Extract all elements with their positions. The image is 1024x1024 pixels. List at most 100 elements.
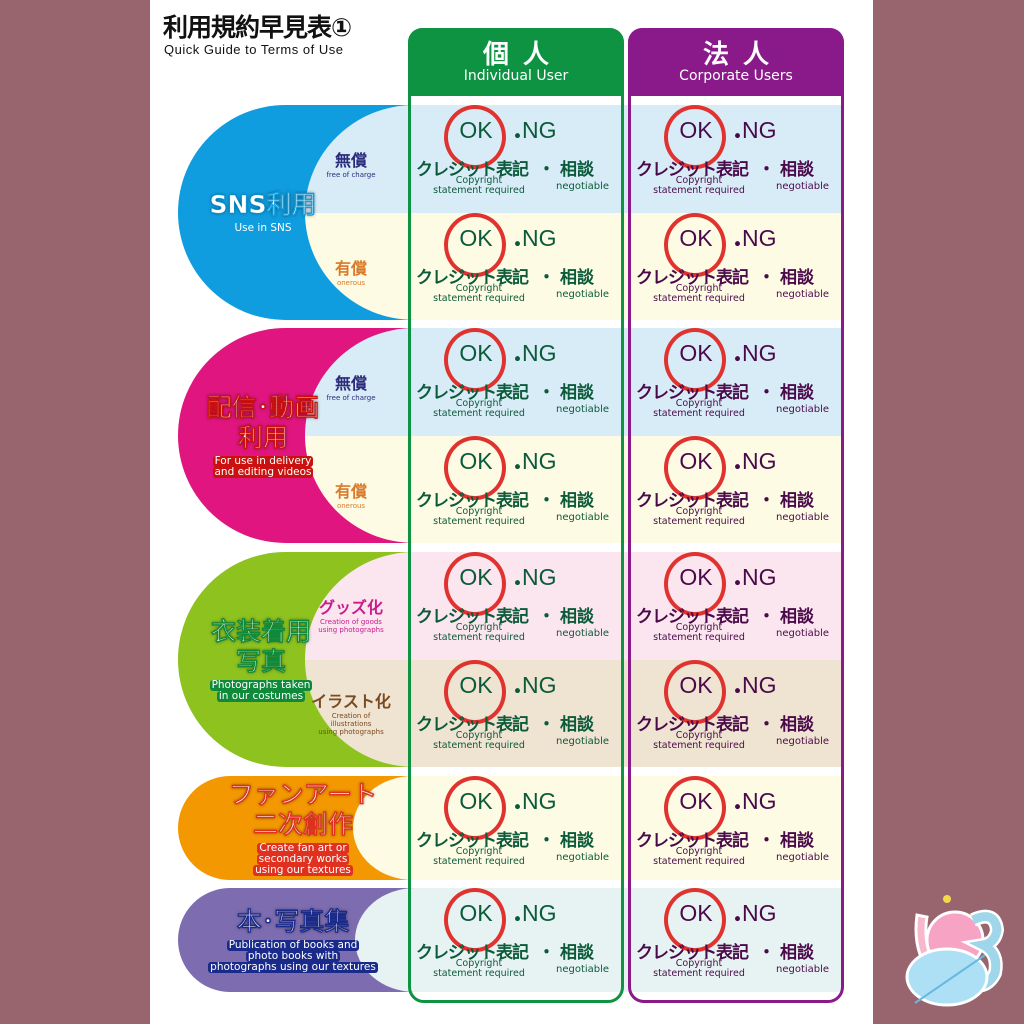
column-title-en: Corporate Users (679, 68, 793, 84)
ng-option[interactable]: NG (522, 671, 557, 698)
ng-option[interactable]: NG (742, 671, 777, 698)
credit-required-en: Copyright statement required (640, 847, 758, 867)
separator-dot: ・ (758, 714, 775, 735)
separator-dot: ・ (538, 383, 555, 403)
negotiable-label: 相談 (560, 160, 594, 180)
category-group: 無償 free of charge 有償 onerous 配信･動画 利用 For use … (178, 328, 843, 543)
terms-cell: OK ・ NG クレジット表記・相談 Copyright statement requir… (630, 435, 844, 544)
credit-required-label: クレジット表記 (636, 490, 749, 511)
negotiable-en: negotiable (776, 511, 830, 523)
row-label-jp: 有償 (334, 258, 367, 278)
category-label: 衣装着用 写真 Photographs taken in our costumes (186, 616, 336, 702)
selected-circle-icon (664, 552, 726, 616)
row-band (305, 659, 843, 767)
row-label-jp: グッズ化 (318, 598, 383, 617)
ng-option[interactable]: NG (522, 788, 557, 814)
terms-cell: OK ・ NG クレジット表記・相談 Copyright statement requir… (630, 212, 844, 321)
credit-en-line: Copyright (675, 175, 723, 186)
ng-option[interactable]: NG (522, 340, 557, 366)
credit-en-line: statement required (653, 515, 745, 527)
negotiable-label: 相談 (560, 490, 594, 511)
credit-en-line: statement required (433, 739, 525, 751)
negotiable-en: negotiable (556, 735, 610, 747)
credit-en-line: Copyright (675, 282, 723, 294)
credit-en-line: Copyright (675, 622, 723, 633)
separator-dot: ・ (726, 677, 749, 704)
category-title: 衣装着用 (210, 616, 312, 646)
row-label-en: free of charge (326, 394, 376, 402)
separator-dot: ・ (538, 943, 555, 963)
credit-required-en: Copyright statement required (420, 399, 538, 419)
ng-option[interactable]: NG (522, 900, 557, 926)
ng-option[interactable]: NG (742, 788, 777, 814)
credit-en-line: statement required (653, 185, 745, 196)
credit-required-label: クレジット表記 (416, 383, 529, 403)
credit-required-label: クレジット表記 (636, 267, 749, 288)
credit-en-line: statement required (433, 632, 525, 643)
negotiable-label: 相談 (560, 943, 594, 963)
column-title-en: Individual User (463, 68, 569, 84)
terms-cell: OK ・ NG クレジット表記・相談 Copyright statement requir… (410, 435, 624, 544)
column-individual: 個人 Individual User (408, 28, 624, 1003)
category-desc: Publication of books and photo books with… (183, 939, 403, 973)
separator-dot: ・ (726, 123, 749, 149)
credit-en-line: statement required (433, 856, 525, 867)
ng-option[interactable]: NG (742, 340, 777, 366)
negotiable-en: negotiable (556, 511, 610, 523)
separator-dot: ・ (506, 123, 529, 149)
selected-circle-icon (664, 105, 726, 169)
credit-required-en: Copyright statement required (420, 847, 538, 867)
category-title: SNS利用 (209, 190, 317, 220)
terms-cell: OK ・ NG クレジット表記・相談 Copyright statement requir… (410, 552, 624, 660)
selected-circle-icon (664, 328, 726, 392)
credit-required-en: Copyright statement required (640, 729, 758, 751)
category-desc-line: and editing videos (212, 465, 314, 478)
row-band (353, 776, 843, 880)
row-label-jp: 有償 (334, 481, 367, 501)
ng-option[interactable]: NG (742, 447, 777, 474)
negotiable-label: 相談 (560, 267, 594, 288)
category-desc-line: in our costumes (216, 689, 306, 702)
category-label: 配信･動画 利用 For use in delivery and editing vi… (188, 392, 338, 478)
credit-required-label: クレジット表記 (636, 160, 749, 180)
ng-option[interactable]: NG (742, 900, 777, 926)
credit-required-label: クレジット表記 (416, 607, 529, 627)
terms-cell: OK ・ NG クレジット表記・相談 Copyright statement requir… (410, 888, 624, 996)
row-label: 無償 free of charge (301, 370, 401, 402)
selected-circle-icon (664, 212, 726, 277)
ng-option[interactable]: NG (742, 224, 777, 251)
credit-en-line: statement required (433, 185, 525, 196)
ng-option[interactable]: NG (522, 117, 557, 143)
negotiable-label: 相談 (780, 607, 814, 627)
ng-option[interactable]: NG (522, 564, 557, 590)
credit-required-label: クレジット表記 (416, 160, 529, 180)
category-title: 二次創作 (252, 809, 354, 839)
selected-circle-icon (664, 659, 726, 724)
separator-dot: ・ (758, 607, 775, 627)
selected-circle-icon (664, 435, 726, 500)
negotiable-en: negotiable (556, 852, 610, 863)
separator-dot: ・ (726, 453, 749, 480)
separator-dot: ・ (538, 831, 555, 851)
separator-dot: ・ (506, 230, 529, 257)
separator-dot: ・ (726, 570, 749, 596)
ng-option[interactable]: NG (522, 447, 557, 474)
negotiable-en: negotiable (776, 288, 830, 300)
row-label-en: onerous (336, 501, 366, 510)
ng-option[interactable]: NG (522, 224, 557, 251)
ng-option[interactable]: NG (742, 117, 777, 143)
ng-option[interactable]: NG (742, 564, 777, 590)
credit-en-line: statement required (653, 408, 745, 419)
brand-logo (895, 885, 1005, 1015)
credit-required-label: クレジット表記 (416, 267, 529, 288)
separator-dot: ・ (758, 831, 775, 851)
row-band (305, 328, 843, 436)
negotiable-en: negotiable (776, 628, 830, 639)
negotiable-label: 相談 (560, 607, 594, 627)
terms-cell: OK ・ NG クレジット表記・相談 Copyright statement requir… (630, 888, 844, 996)
category-title: 利用 (237, 422, 289, 452)
credit-en-line: Copyright (675, 729, 723, 741)
row-label-en: free of charge (326, 171, 376, 179)
category-desc-line: Use in SNS (232, 222, 294, 234)
category-group: 本･写真集 Publication of books and photo books… (178, 888, 843, 992)
